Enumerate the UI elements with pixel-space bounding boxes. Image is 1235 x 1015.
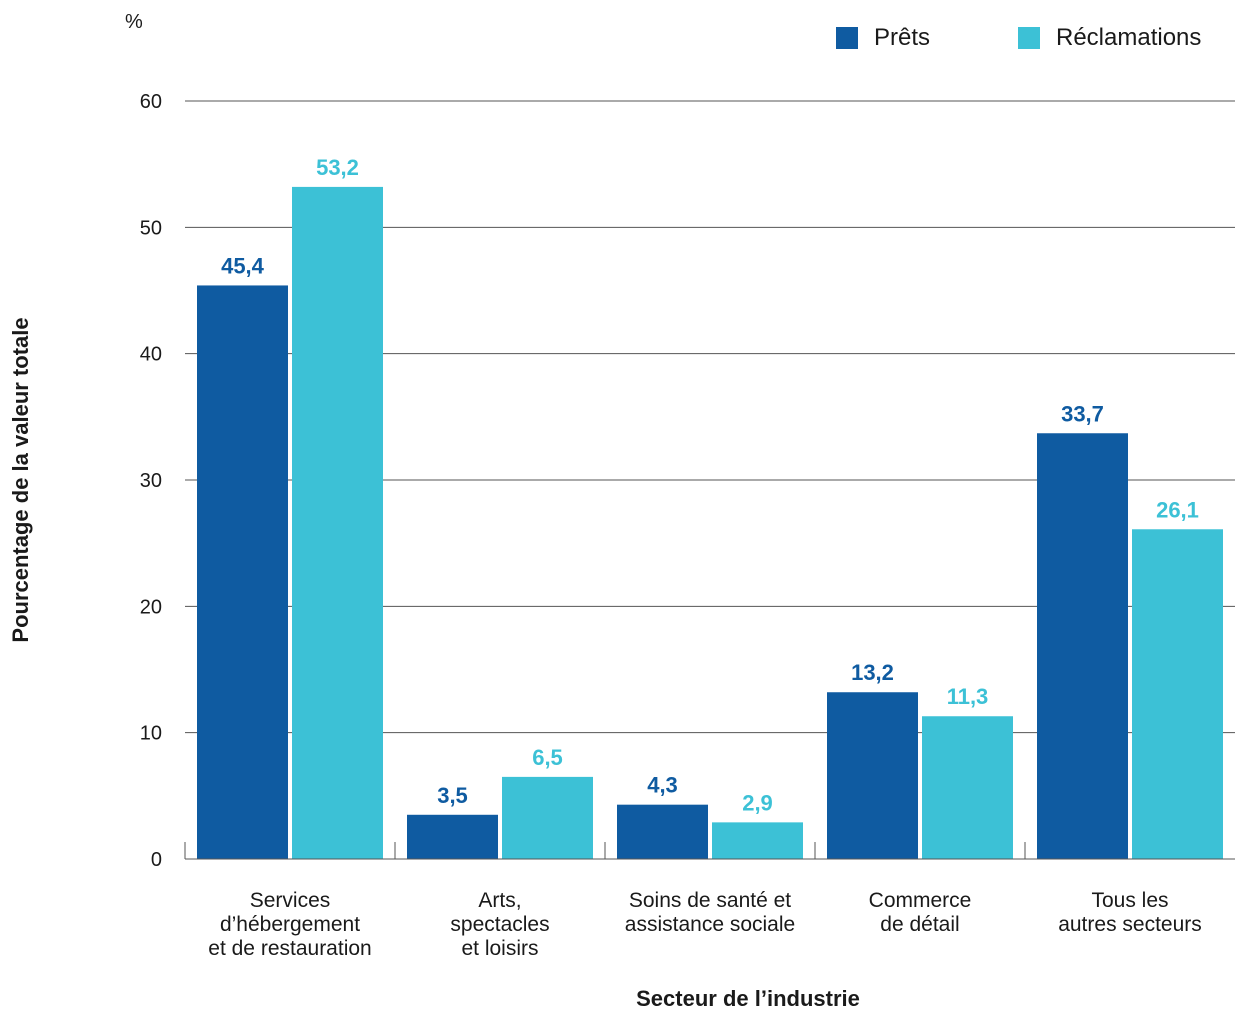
legend-label-prets: Prêts [874, 24, 930, 51]
x-axis-title: Secteur de l’industrie [636, 986, 860, 1011]
y-tick-label: 60 [140, 91, 162, 113]
data-label: 26,1 [1156, 497, 1199, 522]
bars [197, 186, 1223, 859]
bar [617, 804, 708, 859]
data-label: 4,3 [647, 773, 678, 798]
bar [407, 814, 498, 859]
data-label: 2,9 [742, 790, 773, 815]
bar [197, 285, 288, 859]
x-tick-label: Tous les autres secteurs [1058, 889, 1202, 936]
legend-swatch-prets [836, 27, 858, 49]
bar [712, 822, 803, 859]
bar [502, 776, 593, 859]
y-tick-label: 20 [140, 596, 162, 618]
y-tick-label: 10 [140, 723, 162, 745]
bar [1037, 433, 1128, 859]
bar [1132, 529, 1223, 859]
x-tick-label: Services d’hébergement et de restauration [208, 889, 371, 960]
data-label: 13,2 [851, 660, 894, 685]
y-tick-label: 40 [140, 344, 162, 366]
y-tick-label: 0 [151, 849, 162, 871]
data-label: 33,7 [1061, 401, 1104, 426]
legend: Prêts Réclamations [836, 24, 1201, 51]
data-label: 11,3 [947, 684, 989, 709]
bar [922, 716, 1013, 859]
category-labels: Services d’hébergement et de restauration A… [208, 889, 1202, 960]
data-label: 45,4 [221, 253, 265, 278]
y-axis-ticks: 0 10 20 30 40 50 60 [140, 91, 162, 871]
data-label: 53,2 [316, 155, 359, 180]
bar [292, 186, 383, 859]
value-labels: 45,4 53,2 3,5 6,5 4,3 2,9 13,2 11,3 33,7 26,1 [221, 155, 1199, 815]
x-axis [184, 842, 1235, 860]
data-label: 3,5 [437, 783, 468, 808]
data-label: 6,5 [532, 745, 563, 770]
x-tick-label: Arts, spectacles et loisirs [450, 889, 549, 960]
y-axis-title: Pourcentage de la valeur totale [8, 317, 33, 642]
x-tick-label: Commerce de détail [869, 889, 972, 936]
legend-swatch-reclamations [1018, 27, 1040, 49]
y-tick-label: 30 [140, 470, 162, 492]
bar [827, 692, 918, 859]
y-tick-label: 50 [140, 217, 162, 239]
x-tick-label: Soins de santé et assistance sociale [625, 889, 795, 936]
y-unit-label: % [125, 11, 143, 33]
legend-label-reclamations: Réclamations [1056, 24, 1201, 51]
